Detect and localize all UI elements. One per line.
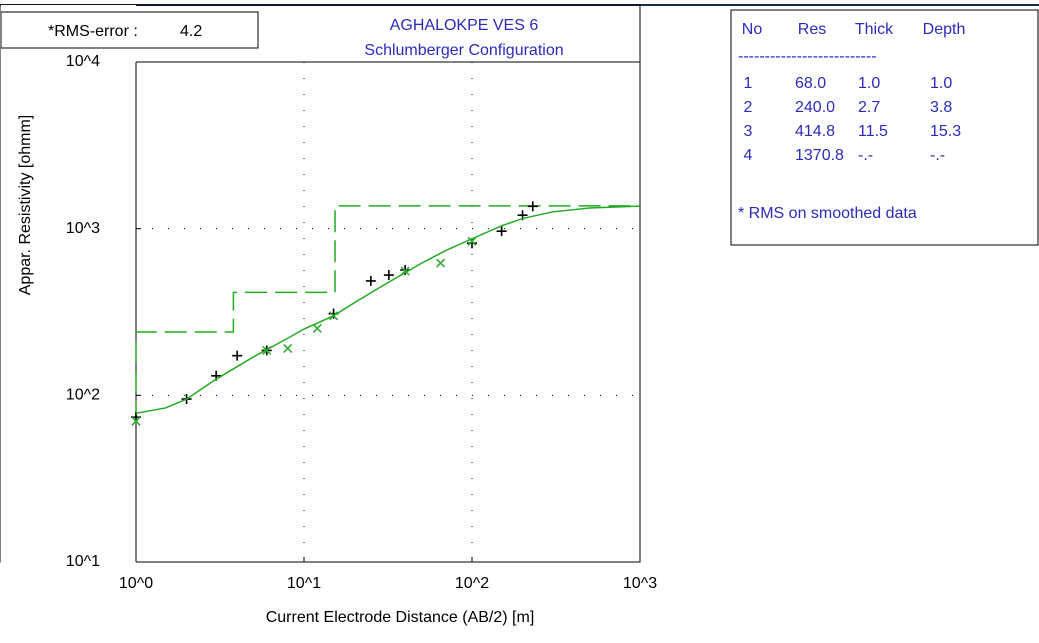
table-cell: 3.8 xyxy=(930,99,952,116)
chart-title: AGHALOKPE VES 6 xyxy=(390,17,539,34)
table-cell: 3 xyxy=(744,123,753,140)
field-point xyxy=(496,226,507,237)
y-tick-label: 10^1 xyxy=(66,553,100,570)
field-point xyxy=(467,238,477,249)
rms-box xyxy=(0,11,259,49)
rms-value: 4.2 xyxy=(180,23,202,40)
chart-subtitle: Schlumberger Configuration xyxy=(364,42,563,59)
table-cell: 414.8 xyxy=(795,123,835,140)
field-point xyxy=(365,275,376,286)
table-cell: 1.0 xyxy=(930,75,952,92)
smoothed-point xyxy=(467,236,477,246)
table-cell: 4 xyxy=(744,147,753,164)
smoothed-point xyxy=(131,416,141,426)
y-tick-label: 10^3 xyxy=(66,220,100,237)
table-header: Res xyxy=(798,21,826,38)
x-tick-label: 10^2 xyxy=(455,575,489,592)
table-note: * RMS on smoothed data xyxy=(738,205,917,222)
x-tick-label: 10^0 xyxy=(119,575,153,592)
y-axis-label: Appar. Resistivity [ohmm] xyxy=(17,115,34,296)
table-cell: 15.3 xyxy=(930,123,961,140)
smoothed-point xyxy=(436,258,446,268)
field-point xyxy=(527,201,538,212)
table-cell: 11.5 xyxy=(858,123,888,140)
table-cell: 1.0 xyxy=(858,75,880,92)
x-tick-label: 10^3 xyxy=(623,575,657,592)
field-point xyxy=(232,350,243,361)
plot xyxy=(131,61,641,563)
left-margin xyxy=(1,5,136,638)
table-header: No xyxy=(742,21,763,38)
layer-table-box xyxy=(730,9,1039,246)
model-step-line xyxy=(135,205,640,424)
y-tick-label: 10^2 xyxy=(66,387,100,404)
table-separator: -------------------------- xyxy=(738,48,877,65)
table-header: Thick xyxy=(855,21,894,38)
table-cell: -.- xyxy=(930,147,945,164)
table-cell: 240.0 xyxy=(795,99,835,116)
table-cell: 1 xyxy=(744,75,753,92)
layer-table: No Res Thick Depth -------------------------… xyxy=(738,21,965,222)
table-cell: 2.7 xyxy=(858,99,880,116)
y-tick-label: 10^4 xyxy=(66,53,100,70)
rms-label: *RMS-error : xyxy=(48,23,138,40)
table-cell: 2 xyxy=(744,99,753,116)
model-curve xyxy=(135,205,641,415)
table-header: Depth xyxy=(923,21,966,38)
smoothed-point xyxy=(312,323,322,333)
table-cell: 68.0 xyxy=(795,75,826,92)
smoothed-point xyxy=(283,343,293,354)
x-tick-label: 10^1 xyxy=(287,575,321,592)
table-cell: 1370.8 xyxy=(795,147,844,164)
field-point xyxy=(383,270,394,281)
table-cell: -.- xyxy=(858,147,873,164)
x-axis-label: Current Electrode Distance (AB/2) [m] xyxy=(266,609,535,626)
